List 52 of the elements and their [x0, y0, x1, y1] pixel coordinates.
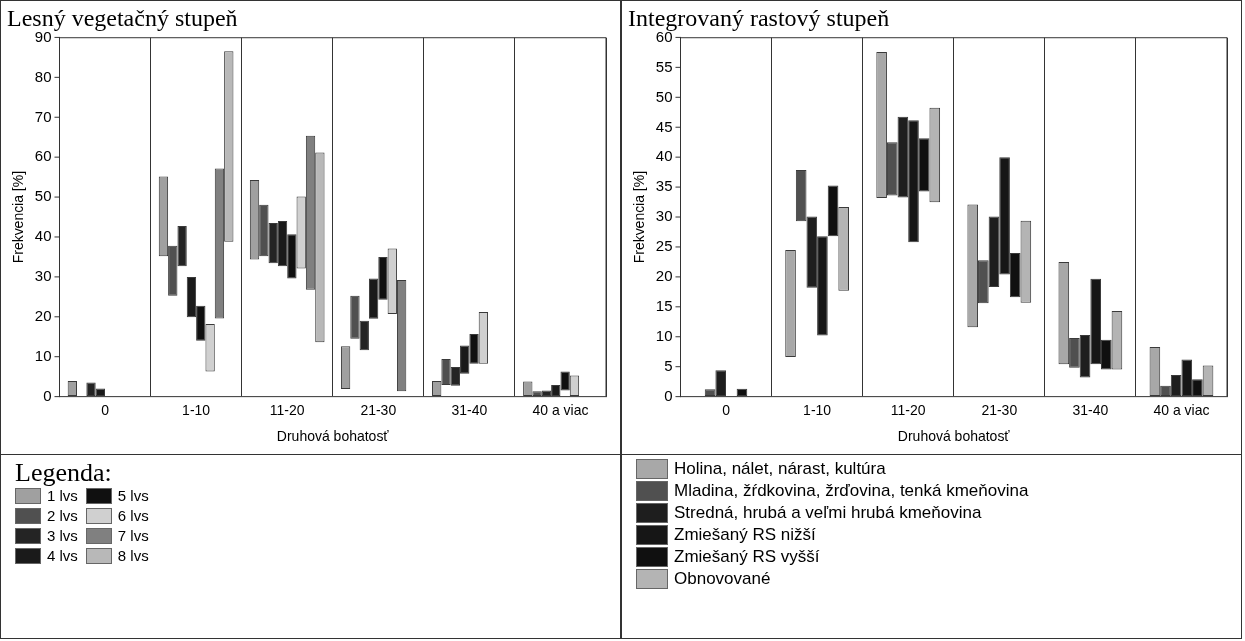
x-tick-label: 0: [722, 401, 731, 418]
y-axis-title: Frekvencia [%]: [631, 170, 648, 264]
x-tick-label: 40 a viac: [1153, 401, 1210, 418]
x-tick-label: 40 a viac: [532, 401, 589, 418]
x-tick-label: 0: [101, 401, 110, 418]
y-tick-label: 10: [34, 346, 52, 364]
y-tick-label: 50: [655, 87, 673, 105]
y-tick-label: 0: [664, 386, 673, 404]
y-tick-label: 35: [655, 177, 673, 195]
y-tick-label: 80: [34, 67, 52, 85]
legend-label: Zmiešaný RS vyšší: [674, 547, 820, 567]
legend-title: Legenda:: [15, 458, 113, 487]
y-tick-label: 40: [655, 147, 673, 165]
legend-label: 4 lvs: [47, 547, 78, 565]
x-axis-title: Druhová bohatosť: [897, 428, 1011, 445]
y-tick-label: 20: [655, 267, 673, 285]
x-axis-title: Druhová bohatosť: [276, 428, 390, 445]
y-tick-label: 55: [655, 57, 673, 75]
y-tick-label: 60: [34, 147, 52, 165]
x-tick-label: 1-10: [182, 401, 211, 418]
legend-label: 7 lvs: [117, 527, 149, 545]
x-tick-label: 31-40: [451, 401, 488, 418]
y-tick-label: 70: [34, 107, 52, 125]
y-tick-label: 5: [664, 356, 673, 374]
y-tick-label: 30: [34, 267, 52, 285]
y-tick-label: 25: [655, 237, 673, 255]
legend-label: 1 lvs: [47, 487, 78, 505]
y-tick-label: 0: [43, 386, 52, 404]
legend-label: Obnovované: [674, 569, 771, 589]
legend-label: Stredná, hrubá a veľmi hrubá kmeňovina: [674, 503, 982, 523]
y-tick-label: 15: [655, 296, 673, 314]
legend-label: 2 lvs: [47, 507, 78, 525]
legend-label: Zmiešaný RS nižší: [674, 525, 816, 545]
y-tick-label: 45: [655, 117, 673, 135]
y-tick-label: 10: [655, 326, 673, 344]
y-axis-title: Frekvencia [%]: [10, 170, 27, 264]
legend-label: Mladina, žŕdkovina, žrďovina, tenká kmeňovina: [674, 481, 1029, 501]
legend-label: 5 lvs: [117, 487, 149, 505]
x-tick-label: 31-40: [1072, 401, 1109, 418]
legend-label: Holina, nálet, nárast, kultúra: [674, 459, 886, 479]
x-tick-label: 21-30: [981, 401, 1018, 418]
x-tick-label: 11-20: [890, 401, 926, 418]
x-tick-label: 11-20: [269, 401, 305, 418]
y-tick-label: 30: [655, 207, 673, 225]
legend-label: 8 lvs: [117, 547, 149, 565]
y-tick-label: 20: [34, 306, 52, 324]
legend-label: 6 lvs: [117, 507, 149, 525]
x-tick-label: 1-10: [803, 401, 832, 418]
y-tick-label: 50: [34, 187, 52, 205]
legend-label: 3 lvs: [47, 527, 78, 545]
y-tick-label: 40: [34, 227, 52, 245]
x-tick-label: 21-30: [360, 401, 397, 418]
